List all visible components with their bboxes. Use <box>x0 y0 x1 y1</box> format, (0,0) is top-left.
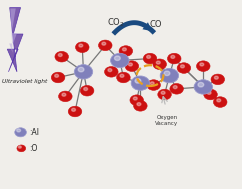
Circle shape <box>74 65 93 79</box>
Circle shape <box>177 63 191 73</box>
Circle shape <box>78 67 84 72</box>
Circle shape <box>79 44 83 47</box>
Circle shape <box>129 63 132 66</box>
Circle shape <box>204 89 217 100</box>
Circle shape <box>200 63 204 66</box>
Circle shape <box>108 69 112 72</box>
Circle shape <box>173 86 177 89</box>
Circle shape <box>120 74 124 77</box>
Circle shape <box>55 51 68 62</box>
Circle shape <box>55 74 59 77</box>
Circle shape <box>122 48 126 51</box>
Circle shape <box>117 72 130 83</box>
Circle shape <box>167 53 181 64</box>
Text: :O: :O <box>29 144 38 153</box>
Circle shape <box>217 99 221 102</box>
Text: Ultraviolet light: Ultraviolet light <box>2 79 48 84</box>
Polygon shape <box>9 9 17 53</box>
Text: CO$_2$: CO$_2$ <box>107 17 125 29</box>
Circle shape <box>214 76 218 79</box>
Circle shape <box>160 68 179 83</box>
Circle shape <box>171 55 175 58</box>
Circle shape <box>17 129 21 132</box>
Circle shape <box>84 88 88 91</box>
Circle shape <box>207 91 211 94</box>
Circle shape <box>133 97 137 100</box>
Circle shape <box>137 103 141 106</box>
Circle shape <box>68 106 82 117</box>
Circle shape <box>105 67 118 77</box>
Circle shape <box>194 80 212 94</box>
Circle shape <box>143 53 157 64</box>
Circle shape <box>114 56 120 60</box>
Circle shape <box>131 76 150 90</box>
Circle shape <box>134 101 147 111</box>
Circle shape <box>130 95 144 105</box>
Circle shape <box>98 40 112 51</box>
Circle shape <box>17 145 26 152</box>
Circle shape <box>147 55 151 58</box>
Circle shape <box>156 61 160 64</box>
Circle shape <box>213 97 227 107</box>
Circle shape <box>62 93 66 96</box>
Circle shape <box>58 53 62 57</box>
Text: :Al: :Al <box>29 128 39 137</box>
Text: Oxygen
Vacancy: Oxygen Vacancy <box>155 115 179 126</box>
Circle shape <box>135 79 141 83</box>
Circle shape <box>164 71 170 76</box>
Circle shape <box>102 42 106 45</box>
Circle shape <box>197 61 210 71</box>
Polygon shape <box>7 8 23 72</box>
Circle shape <box>18 146 21 148</box>
Circle shape <box>51 72 65 83</box>
Circle shape <box>59 91 72 102</box>
Circle shape <box>76 42 89 53</box>
Circle shape <box>153 59 166 70</box>
Circle shape <box>150 82 154 85</box>
Circle shape <box>72 108 76 111</box>
Circle shape <box>147 80 160 90</box>
Circle shape <box>15 128 26 137</box>
Circle shape <box>170 84 183 94</box>
Circle shape <box>125 61 139 71</box>
Circle shape <box>119 46 133 56</box>
Circle shape <box>211 74 225 85</box>
Circle shape <box>198 82 204 87</box>
Circle shape <box>111 53 129 68</box>
Circle shape <box>80 85 94 96</box>
Circle shape <box>181 65 184 68</box>
Circle shape <box>158 89 171 100</box>
Circle shape <box>161 91 165 94</box>
Text: CO: CO <box>149 20 162 29</box>
